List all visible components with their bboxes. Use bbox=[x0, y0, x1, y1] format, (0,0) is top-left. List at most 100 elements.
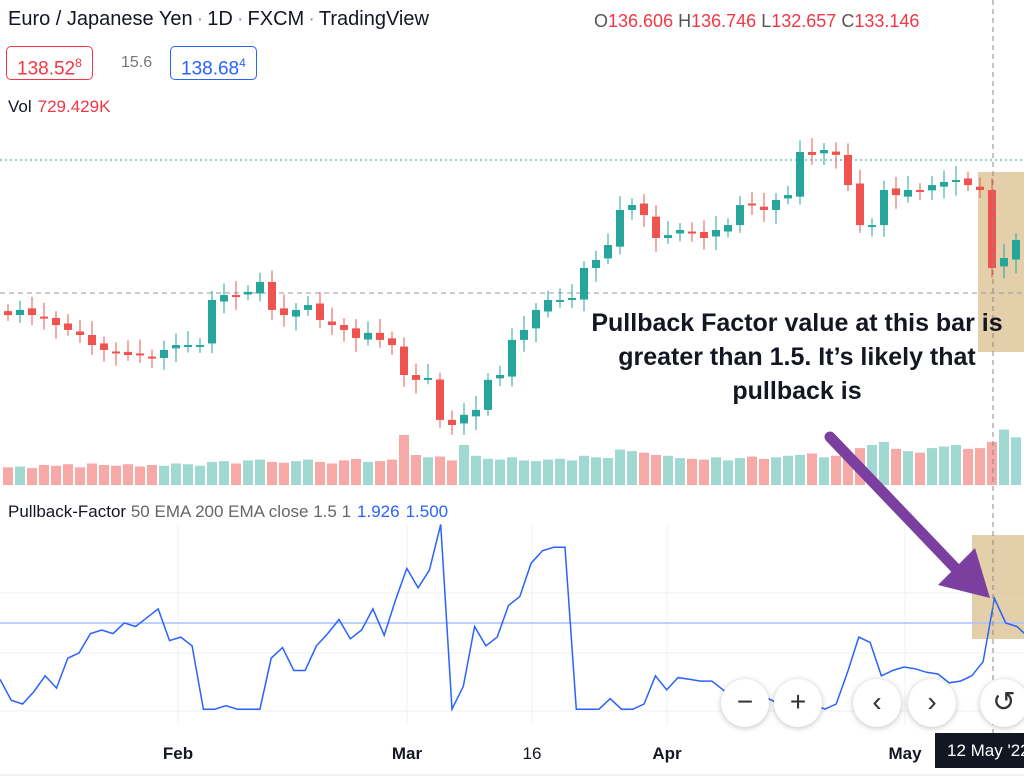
volume-bar bbox=[219, 461, 229, 485]
candle-down bbox=[352, 328, 360, 338]
candle-up bbox=[928, 185, 936, 191]
volume-bar bbox=[447, 460, 457, 485]
volume-bar bbox=[615, 449, 625, 485]
candle-up bbox=[484, 379, 492, 410]
volume-bar bbox=[927, 448, 937, 485]
volume-bar bbox=[999, 429, 1009, 485]
volume-bar bbox=[327, 463, 337, 485]
volume-bar bbox=[687, 458, 697, 485]
x-tick: Mar bbox=[391, 744, 423, 763]
x-tick: Feb bbox=[162, 744, 194, 763]
candle-up bbox=[220, 295, 228, 302]
candle-up bbox=[952, 179, 960, 182]
candle-up bbox=[160, 349, 168, 358]
candle-up bbox=[472, 409, 480, 417]
volume-bar bbox=[303, 459, 313, 485]
sell-button[interactable]: 138.528 bbox=[6, 46, 93, 80]
volume-bar bbox=[87, 463, 97, 485]
candle-up bbox=[496, 375, 504, 379]
arrow-shaft bbox=[824, 431, 966, 579]
candle-up bbox=[208, 299, 216, 344]
volume-bar bbox=[483, 458, 493, 485]
volume-bar bbox=[639, 452, 649, 485]
candle-down bbox=[856, 183, 864, 226]
candle-up bbox=[628, 205, 636, 210]
volume-bar bbox=[495, 459, 505, 485]
volume-bar bbox=[903, 451, 913, 485]
volume-bar bbox=[315, 461, 325, 485]
volume-bar bbox=[795, 455, 805, 485]
volume-bar bbox=[291, 461, 301, 485]
chart-title: Euro / Japanese Yen · 1D · FXCM · TradingView bbox=[8, 8, 429, 30]
volume-bar bbox=[591, 457, 601, 485]
candle-up bbox=[304, 305, 312, 310]
volume-bar bbox=[363, 461, 373, 485]
scroll-left-button[interactable]: ‹ bbox=[853, 679, 901, 727]
volume-bar bbox=[699, 459, 709, 485]
zoom-in-button[interactable]: + bbox=[774, 679, 822, 727]
volume-bar bbox=[879, 441, 889, 485]
candle-down bbox=[340, 325, 348, 330]
candle-down bbox=[700, 231, 708, 239]
volume-bar bbox=[63, 464, 73, 485]
volume-bar bbox=[555, 458, 565, 485]
volume-bar bbox=[507, 457, 517, 485]
x-tick: Apr bbox=[652, 744, 682, 763]
volume-bar bbox=[771, 457, 781, 485]
zoom-out-button[interactable]: − bbox=[721, 679, 769, 727]
candle-up bbox=[712, 229, 720, 237]
candle-down bbox=[832, 151, 840, 155]
candle-down bbox=[88, 335, 96, 346]
candle-up bbox=[508, 339, 516, 377]
volume-bar bbox=[435, 456, 445, 485]
volume-bar bbox=[543, 459, 553, 485]
volume-bar bbox=[15, 466, 25, 485]
volume-bar bbox=[963, 448, 973, 485]
candle-down bbox=[112, 351, 120, 354]
volume-bar bbox=[159, 465, 169, 485]
volume-bar bbox=[723, 460, 733, 485]
volume-bar bbox=[675, 458, 685, 485]
candle-down bbox=[136, 353, 144, 356]
candle-up bbox=[604, 245, 612, 259]
volume-bar bbox=[975, 448, 985, 485]
volume-bar bbox=[1011, 437, 1021, 485]
candle-up bbox=[616, 209, 624, 247]
interval[interactable]: 1D bbox=[207, 8, 233, 30]
candle-down bbox=[100, 343, 108, 350]
pullback-factor-line bbox=[0, 524, 1024, 713]
candle-down bbox=[964, 178, 972, 186]
arrow-head bbox=[938, 548, 990, 598]
candle-up bbox=[16, 309, 24, 316]
volume-bar bbox=[243, 460, 253, 485]
volume-bar bbox=[471, 455, 481, 485]
candle-up bbox=[868, 225, 876, 228]
candle-down bbox=[640, 203, 648, 216]
candle-up bbox=[256, 281, 264, 294]
reset-chart-button[interactable]: ↺ bbox=[980, 679, 1024, 727]
volume-bar bbox=[99, 465, 109, 485]
spread: 15.6 bbox=[121, 54, 153, 71]
volume-bar bbox=[735, 458, 745, 485]
candle-up bbox=[364, 332, 372, 340]
scroll-right-button[interactable]: › bbox=[908, 679, 956, 727]
volume-bar bbox=[579, 455, 589, 485]
volume-bar bbox=[951, 445, 961, 485]
volume-bar bbox=[663, 455, 673, 485]
volume-bar bbox=[39, 465, 49, 485]
volume-bar bbox=[267, 461, 277, 485]
candle-up bbox=[184, 345, 192, 348]
candle-up bbox=[1012, 239, 1020, 260]
candle-up bbox=[544, 299, 552, 312]
volume-bar bbox=[255, 459, 265, 485]
candle-up bbox=[520, 329, 528, 340]
candle-up bbox=[1000, 258, 1008, 267]
candle-up bbox=[244, 291, 252, 295]
volume-bar bbox=[915, 452, 925, 485]
buy-button[interactable]: 138.684 bbox=[170, 46, 257, 80]
candle-up bbox=[940, 181, 948, 187]
candle-down bbox=[40, 316, 48, 319]
candle-up bbox=[724, 225, 732, 232]
volume-bar bbox=[27, 468, 37, 485]
